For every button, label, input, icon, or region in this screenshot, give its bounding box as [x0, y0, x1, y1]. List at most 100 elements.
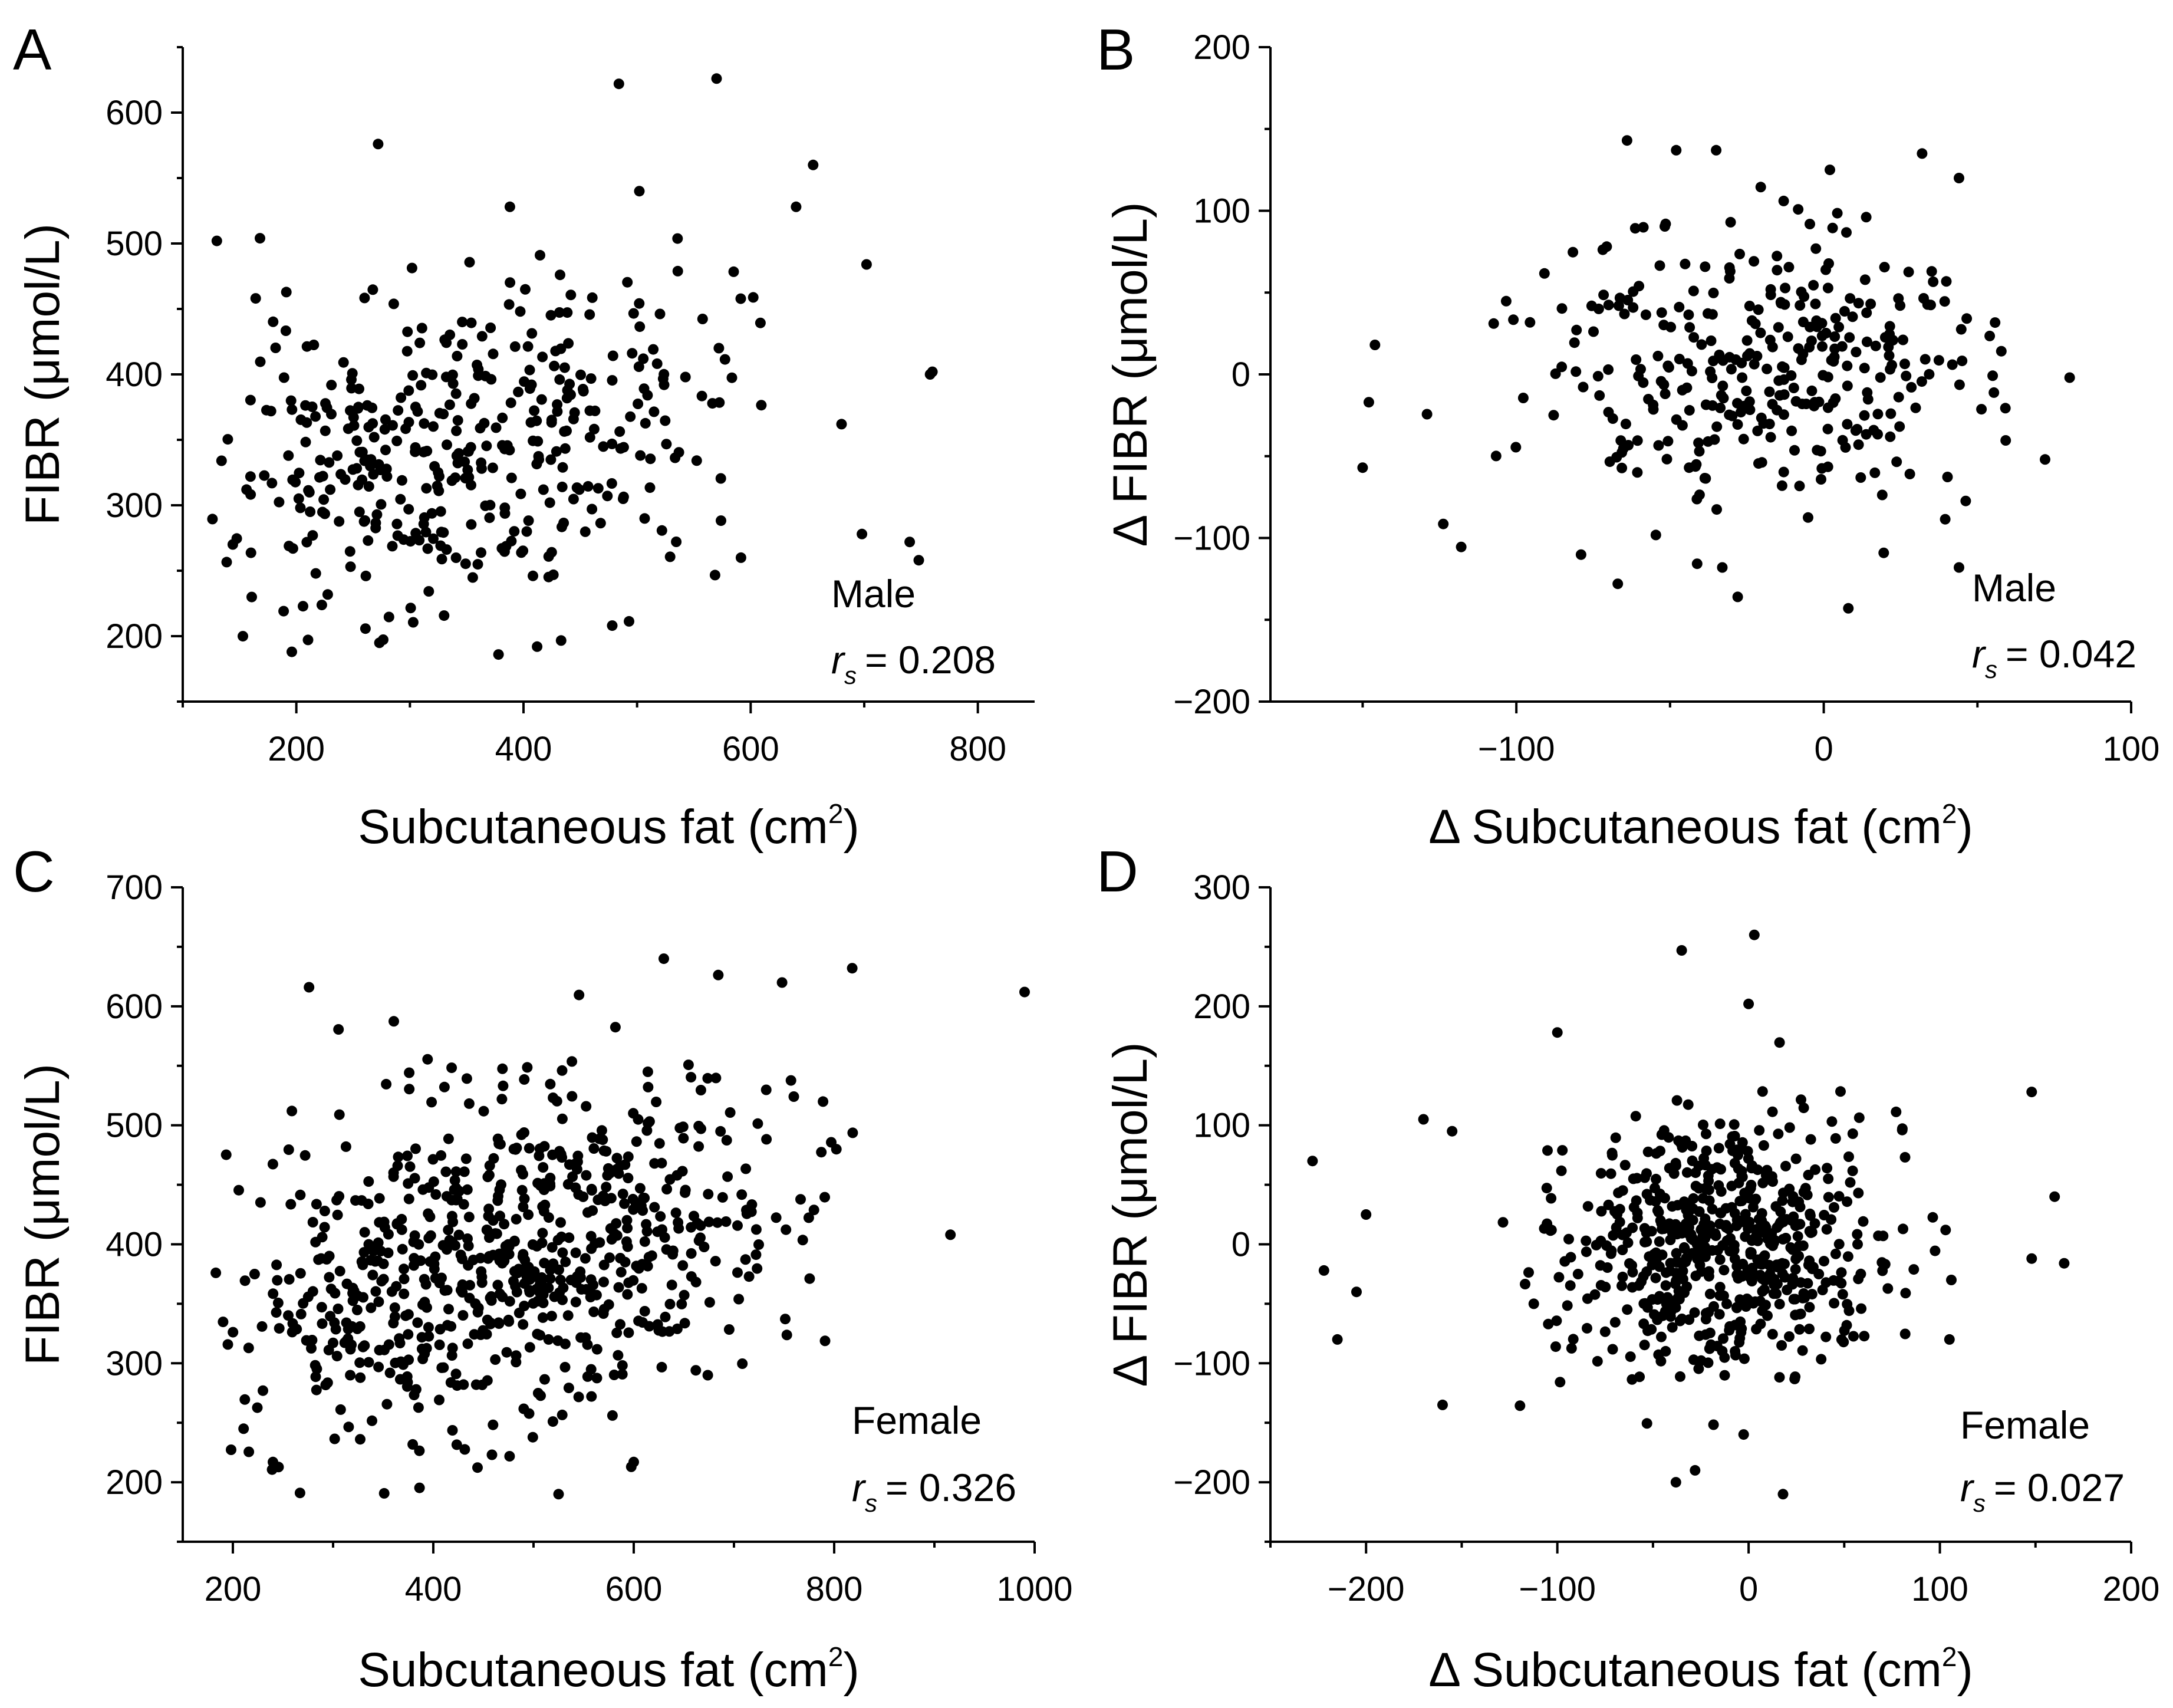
- data-point: [1790, 396, 1802, 407]
- data-point: [268, 316, 279, 327]
- data-point: [1595, 1235, 1606, 1246]
- data-point: [752, 1263, 763, 1274]
- data-point: [597, 1134, 608, 1146]
- x-tick-label: 200: [2103, 1570, 2160, 1608]
- data-point: [1820, 264, 1831, 275]
- data-point: [360, 515, 371, 526]
- data-point: [1592, 1355, 1603, 1367]
- data-point: [322, 589, 333, 600]
- data-point: [386, 1286, 397, 1297]
- data-point: [1737, 372, 1748, 383]
- data-point: [547, 1416, 558, 1427]
- data-point: [656, 525, 667, 536]
- data-point: [1939, 296, 1950, 307]
- data-point: [509, 341, 521, 352]
- data-point: [390, 1357, 401, 1368]
- data-point: [1674, 1294, 1685, 1305]
- data-point: [607, 438, 618, 449]
- data-point: [591, 1344, 602, 1355]
- spearman-stat: rs = 0.208: [831, 638, 996, 689]
- data-point: [1773, 375, 1785, 386]
- data-point: [459, 1166, 470, 1177]
- data-point: [1870, 340, 1881, 351]
- data-point: [1628, 286, 1639, 297]
- data-point: [1886, 360, 1898, 371]
- data-point: [1654, 1291, 1665, 1302]
- data-point: [443, 1304, 454, 1315]
- data-point: [1941, 276, 1952, 287]
- data-point: [552, 399, 563, 410]
- data-point: [1821, 1224, 1832, 1235]
- data-point: [617, 1189, 628, 1200]
- data-point: [1794, 1324, 1805, 1335]
- data-point: [671, 1170, 683, 1181]
- data-point: [320, 398, 331, 409]
- data-point: [1732, 419, 1743, 430]
- data-point: [359, 292, 370, 304]
- data-point: [1696, 1248, 1707, 1259]
- data-point: [441, 337, 452, 348]
- data-point: [1704, 1343, 1715, 1354]
- x-axis-title: Subcutaneous fat (cm2): [358, 798, 860, 854]
- data-point: [1665, 321, 1677, 333]
- data-point: [407, 370, 419, 381]
- data-point: [562, 1310, 574, 1321]
- data-point: [1805, 1208, 1816, 1219]
- data-point: [271, 1259, 282, 1271]
- data-point: [622, 1223, 633, 1234]
- data-point: [1642, 1146, 1654, 1157]
- data-point: [373, 1237, 384, 1248]
- data-point: [271, 1307, 282, 1318]
- data-point: [450, 1166, 462, 1177]
- data-point: [1736, 407, 1746, 418]
- data-point: [281, 287, 292, 298]
- data-point: [490, 422, 502, 433]
- data-point: [358, 1247, 370, 1258]
- data-point: [357, 446, 368, 458]
- data-point: [480, 370, 491, 381]
- data-point: [1780, 1233, 1792, 1243]
- data-point: [1517, 393, 1529, 403]
- data-point: [2000, 435, 2011, 446]
- data-point: [407, 617, 419, 628]
- data-point: [412, 1317, 423, 1328]
- data-point: [450, 1368, 462, 1380]
- data-point: [497, 1291, 508, 1302]
- data-point: [317, 1232, 328, 1243]
- data-point: [651, 1097, 662, 1107]
- data-point: [2049, 1191, 2060, 1202]
- data-point: [1728, 1119, 1740, 1130]
- data-point: [479, 417, 490, 429]
- data-point: [356, 1195, 367, 1206]
- data-point: [516, 1184, 528, 1196]
- data-point: [340, 1141, 351, 1152]
- data-point: [723, 1324, 735, 1335]
- data-point: [1351, 1286, 1362, 1298]
- data-point: [1822, 402, 1833, 413]
- data-point: [373, 459, 384, 470]
- data-point: [488, 1215, 499, 1226]
- data-point: [519, 1193, 530, 1205]
- data-point: [1660, 218, 1671, 229]
- data-point: [1661, 453, 1672, 465]
- data-point: [324, 1272, 335, 1283]
- data-point: [1916, 376, 1927, 387]
- data-point: [641, 1226, 653, 1237]
- data-point: [427, 1154, 439, 1165]
- data-point: [482, 1171, 493, 1183]
- data-point: [555, 1217, 566, 1228]
- data-point: [463, 1098, 475, 1109]
- data-point: [1872, 429, 1883, 440]
- data-point: [1787, 1196, 1798, 1207]
- data-point: [1794, 1309, 1805, 1320]
- panel-b: −100 0 100 −200 −100 0 100 200 B Δ Subcutaneous f…: [1097, 17, 2159, 854]
- data-point: [581, 1101, 592, 1112]
- data-point: [750, 1249, 762, 1261]
- data-point: [1774, 1298, 1785, 1309]
- data-point: [222, 434, 233, 445]
- data-point: [207, 514, 218, 525]
- data-point: [371, 509, 383, 520]
- data-point: [750, 1224, 762, 1235]
- data-point: [710, 1256, 721, 1267]
- data-point: [463, 1240, 474, 1252]
